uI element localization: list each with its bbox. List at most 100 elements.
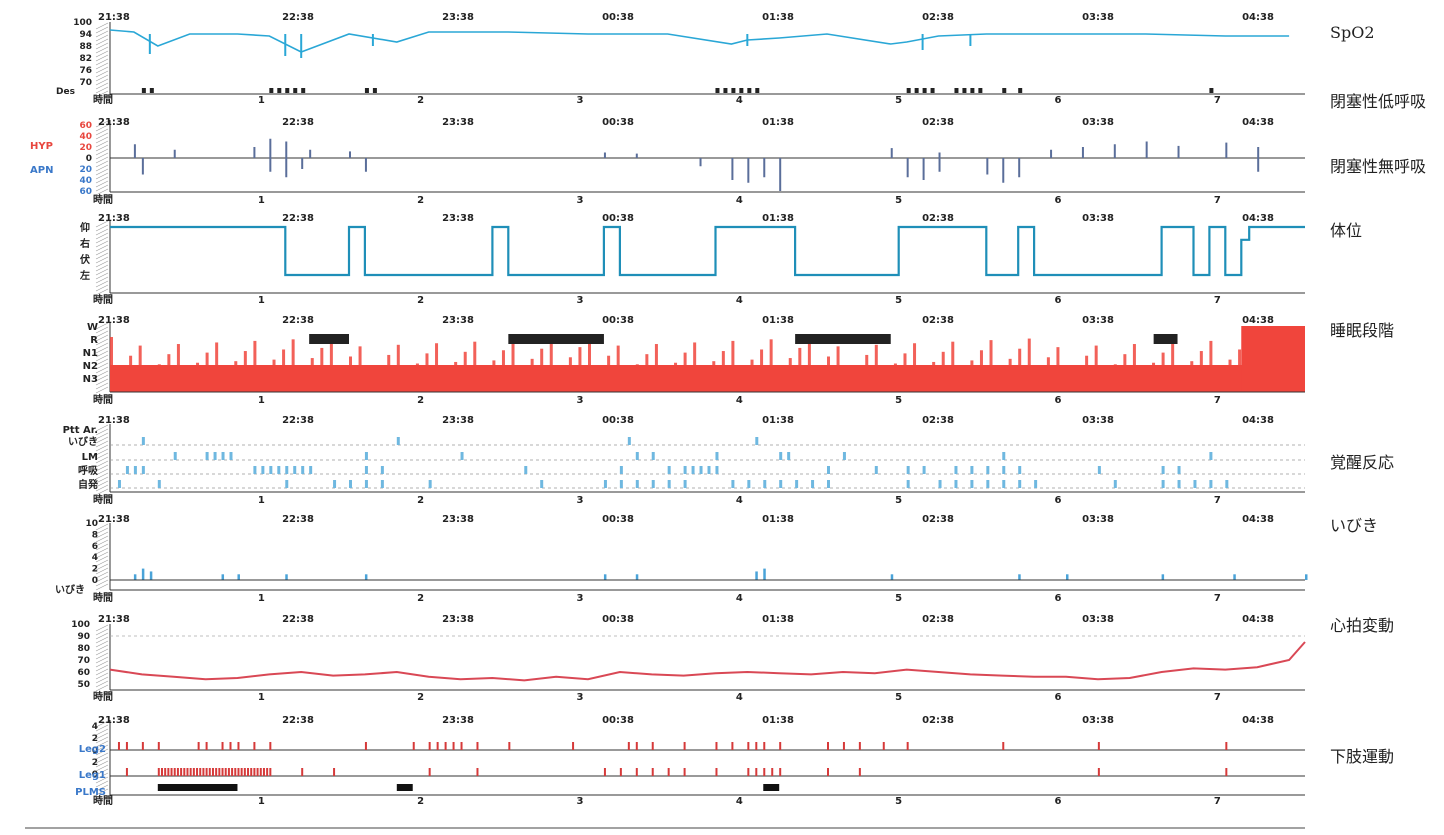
spo2-time-label: 04:38 [1242,12,1274,23]
arousal-event-spont [683,480,687,488]
hr-hour-label: 6 [1055,692,1062,703]
rem-block [309,334,349,344]
snore-time-label: 01:38 [762,514,794,525]
position-time-label: 22:38 [282,213,314,224]
sleep-fluctuation [1018,348,1022,365]
leg1-event [215,768,218,776]
hr-axis-hatch [95,624,109,632]
leg1-event [176,768,179,776]
arousal-event-resp [253,466,257,474]
position-time-label: 04:38 [1242,213,1274,224]
leg2-event [221,742,224,750]
leg1-event [256,768,259,776]
leg2-event [755,742,758,750]
arousal-axis-hatch [95,448,109,456]
snore-bar [285,574,288,580]
hr-line [109,641,1306,682]
leg-axis-hatch [95,748,109,756]
spo2-axis-hatch [95,70,109,78]
arousal-row-label: 自発 [78,478,99,491]
leg1-event [1097,768,1100,776]
sleep-fluctuation [769,339,773,365]
sleep-fluctuation [1094,345,1098,365]
leg2-event [715,742,718,750]
desat-mark [1018,88,1023,93]
spo2-time-label: 01:38 [762,12,794,23]
sleep-time-label: 02:38 [922,315,954,326]
spo2-axis-hatch [95,90,109,98]
sleep-hour-label: 2 [417,395,424,406]
desat-mark [364,88,369,93]
leg2-event [572,742,575,750]
desat-mark [970,88,975,93]
arousal-axis-hatch [95,456,109,464]
snore-time-label: 04:38 [1242,514,1274,525]
position-y-tick: 仰 [80,221,90,234]
position-axis-hatch [95,280,109,288]
leg1-event [635,768,638,776]
arousal-axis-hatch [95,424,109,432]
hr-y-tick: 50 [77,680,90,690]
sleep-fluctuation [607,355,611,365]
hyp-bar [269,138,272,158]
apnea-time-label: 04:38 [1242,117,1274,128]
arousal-hour-label: 4 [736,495,743,506]
sleep-fluctuation [196,362,200,365]
arousal-event-spont [954,480,958,488]
hr-axis-hatch [95,660,109,668]
hr-time-label: 02:38 [922,614,954,625]
arousal-event-resp [1097,466,1101,474]
arousal-event-spont [117,480,121,488]
sleep-y-tick: W [87,322,98,333]
snore-axis-hatch [95,539,109,547]
hr-y-tick: 100 [71,620,90,630]
leg2-event [237,742,240,750]
sleep-fluctuation [1056,347,1060,365]
rem-block [1153,334,1178,344]
apnea-axis-hatch [95,180,109,188]
spo2-axis-hatch [95,22,109,30]
leg1-event [170,768,173,776]
leg1-event [234,768,237,776]
position-time-label: 03:38 [1082,213,1114,224]
leg1-event [240,768,243,776]
sleep-fluctuation [463,351,467,365]
arousal-event-lm [460,452,464,460]
sleep-axis-hatch [95,326,109,334]
leg2-y-tick: 0 [92,746,98,756]
arousal-time-label: 00:38 [602,415,634,426]
spo2-hour-label: 1 [258,95,265,106]
sleep-axis-hatch [95,370,109,378]
sleep-fluctuation [167,354,171,365]
hr-y-tick: 70 [77,656,90,666]
hr-y-tick: 60 [77,668,90,678]
apn-bar [922,158,925,180]
apnea-time-label: 01:38 [762,117,794,128]
leg1-event [125,768,128,776]
sleep-time-label: 01:38 [762,315,794,326]
snore-axis-hatch [95,583,109,591]
snore-time-label: 22:38 [282,514,314,525]
arousal-axis-hatch [95,472,109,480]
hyp-y-tick: 20 [79,143,92,153]
apnea-time-label: 03:38 [1082,117,1114,128]
leg1-event [180,768,183,776]
leg2-event [683,742,686,750]
sleep-fluctuation [243,351,247,365]
apnea-time-label: 22:38 [282,117,314,128]
sleep-fluctuation [1209,340,1213,365]
snore-hour-label: 7 [1214,593,1221,604]
spo2-axis-hatch [95,50,109,58]
label-sleep-stage: 睡眠段階 [1330,321,1395,340]
leg-axis-hatch [95,776,109,784]
arousal-event-spont [1193,480,1197,488]
position-time-label: 00:38 [602,213,634,224]
desat-mark [962,88,967,93]
hyp-bar [253,147,256,158]
hyp-bar [603,152,606,158]
snore-axis-hatch [95,579,109,587]
desat-mark [269,88,274,93]
leg2-event [117,742,120,750]
apnea-hour-label: 時間 [93,193,113,206]
leg1-event [858,768,861,776]
